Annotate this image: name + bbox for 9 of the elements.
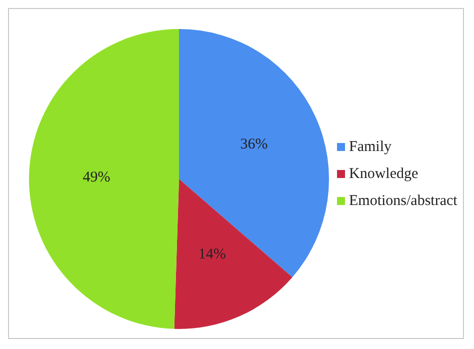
legend-label: Knowledge xyxy=(349,166,418,182)
data-label: 14% xyxy=(198,246,226,263)
pie-slice xyxy=(179,29,329,278)
legend-label: Family xyxy=(349,138,392,156)
pie-slice xyxy=(174,179,292,329)
data-label: 36% xyxy=(240,136,268,153)
legend-label: Emotions/abstract xyxy=(349,192,458,210)
data-label: 49% xyxy=(82,170,110,186)
pie-slice xyxy=(29,29,179,329)
